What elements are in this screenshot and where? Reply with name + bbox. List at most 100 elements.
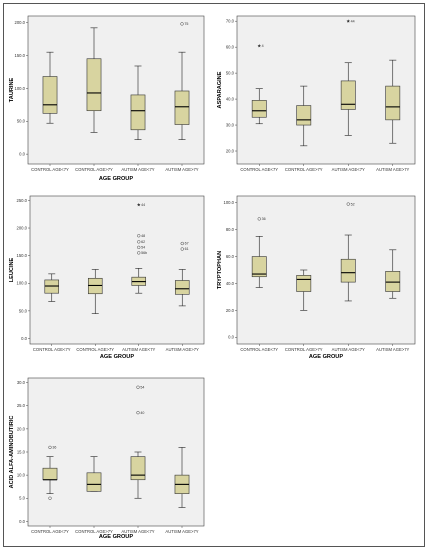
x-tick-label: CONTROL AGE<7Y	[33, 347, 71, 352]
y-tick-label: 80.0	[226, 227, 235, 232]
y-tick-label: 100.0	[224, 200, 235, 205]
x-tick-label: AUTISM AGE>7Y	[376, 347, 409, 352]
outlier-point	[137, 240, 141, 244]
y-tick-label: 20.0	[17, 426, 26, 431]
outlier-point	[48, 445, 52, 449]
y-tick-label: 20.0	[226, 148, 235, 153]
plot-area	[27, 377, 205, 527]
outlier-point	[136, 411, 140, 415]
y-tick-label: 200.0	[17, 225, 28, 230]
box	[42, 76, 58, 114]
outlier-point	[136, 385, 140, 389]
box	[130, 456, 146, 481]
x-axis-label: AGE GROUP	[309, 354, 343, 360]
x-tick-label: CONTROL AGE<7Y	[31, 529, 69, 534]
leucine-boxplot: 0.0 50.0 100.0 150.0 200.0 250.0 CONTROL AGE<7…	[9, 195, 205, 360]
x-tick-label: AUTISM AGE<7Y	[121, 529, 154, 534]
taurine-boxplot: 0.0 50.0 100.0 150.0 200.0 CONTROL AGE<7Y CONT…	[9, 15, 205, 182]
y-tick-label: 0.0	[19, 152, 25, 157]
x-tick-label: AUTISM AGE<7Y	[121, 167, 154, 172]
alfa-aminobutiric-boxplot: 0.0 5.0 10.0 15.0 20.0 25.0 30.0 CONTROL AGE<7Y…	[9, 377, 205, 540]
x-tick-label: CONTROL AGE<7Y	[240, 167, 278, 172]
y-tick-label: 30.0	[226, 122, 235, 127]
figure-frame	[3, 3, 425, 547]
y-tick-label: 60.0	[226, 254, 235, 259]
y-tick-label: 40.0	[226, 281, 235, 286]
outlier-extreme	[346, 19, 350, 23]
box	[296, 105, 312, 126]
outlier-extreme	[137, 203, 141, 207]
y-tick-label: 40.0	[226, 96, 235, 101]
box	[44, 279, 60, 294]
x-axis-label: AGE GROUP	[100, 354, 134, 360]
box	[86, 472, 102, 492]
outlier-label: 56b	[141, 251, 147, 255]
outlier-label: 67	[185, 242, 189, 246]
outlier-point	[180, 22, 184, 26]
y-tick-label: 5.0	[19, 496, 25, 501]
y-tick-label: 0.0	[228, 335, 234, 340]
outlier-point	[180, 247, 184, 251]
outlier-label: 40	[140, 411, 144, 415]
outlier-label: 36	[262, 217, 266, 221]
x-tick-label: AUTISM AGE>7Y	[165, 529, 198, 534]
outlier-extreme	[257, 44, 261, 48]
x-tick-label: CONTROL AGE>7Y	[76, 347, 114, 352]
box	[296, 275, 312, 292]
outlier-point	[180, 241, 184, 246]
y-tick-label: 25.0	[17, 403, 26, 408]
y-tick-label: 20.0	[226, 308, 235, 313]
y-tick-label: 0.0	[21, 336, 27, 341]
x-tick-label: AUTISM AGE<7Y	[332, 347, 365, 352]
x-axis-label: AGE GROUP	[99, 534, 133, 540]
y-tick-label: 10.0	[17, 473, 26, 478]
y-tick-label: 60.0	[226, 45, 235, 50]
box	[251, 256, 267, 278]
y-axis-label: ASPARAGINE	[217, 71, 223, 108]
outlier-label: 44	[141, 203, 145, 207]
y-tick-label: 150.0	[17, 253, 28, 258]
x-tick-label: CONTROL AGE<7Y	[240, 347, 278, 352]
box	[340, 80, 356, 110]
box	[385, 271, 401, 292]
outlier-label: 48	[141, 234, 145, 238]
x-tick-label: AUTISM AGE>7Y	[165, 167, 198, 172]
x-tick-label: CONTROL AGE>7Y	[285, 167, 323, 172]
outlier-label: 36	[52, 446, 56, 450]
outlier-point	[137, 234, 141, 238]
y-axis-label: LEUCINE	[9, 257, 15, 282]
box	[340, 258, 356, 283]
x-tick-label: AUTISM AGE>7Y	[376, 167, 409, 172]
y-tick-label: 250.0	[17, 198, 28, 203]
outlier-point	[137, 245, 141, 249]
y-axis-label: ACID ALFA-AMINOBUTIRIC	[9, 416, 15, 489]
outlier-label: 62	[141, 240, 145, 244]
y-tick-label: 100.0	[15, 86, 26, 91]
box	[86, 58, 102, 112]
asparagine-boxplot: 20.0 30.0 40.0 50.0 60.0 70.0 CONTROL AGE<7Y CO…	[217, 15, 416, 172]
plot-area	[29, 195, 205, 345]
outlier-point	[48, 496, 52, 500]
y-tick-label: 0.0	[19, 519, 25, 524]
x-tick-label: AUTISM AGE<7Y	[332, 167, 365, 172]
y-tick-label: 200.0	[15, 20, 26, 25]
box	[42, 467, 58, 481]
outlier-label: 75	[184, 22, 188, 26]
x-tick-label: AUTISM AGE<7Y	[122, 347, 155, 352]
x-tick-label: AUTISM AGE>7Y	[166, 347, 199, 352]
y-tick-label: 100.0	[17, 281, 28, 286]
outlier-point	[346, 202, 350, 206]
box	[87, 277, 103, 295]
box	[385, 85, 401, 121]
y-axis-label: TRYPTOPHAN	[217, 251, 223, 289]
x-tick-label: CONTROL AGE>7Y	[285, 347, 323, 352]
outlier-label: 54	[140, 385, 144, 389]
y-tick-label: 50.0	[19, 308, 28, 313]
outlier-label: 4	[262, 44, 264, 48]
y-tick-label: 30.0	[17, 380, 26, 385]
y-tick-label: 15.0	[17, 449, 26, 454]
outlier-label: 54	[141, 246, 145, 250]
y-tick-label: 70.0	[226, 19, 235, 24]
x-tick-label: CONTROL AGE<7Y	[31, 167, 69, 172]
x-tick-label: CONTROL AGE>7Y	[75, 167, 113, 172]
